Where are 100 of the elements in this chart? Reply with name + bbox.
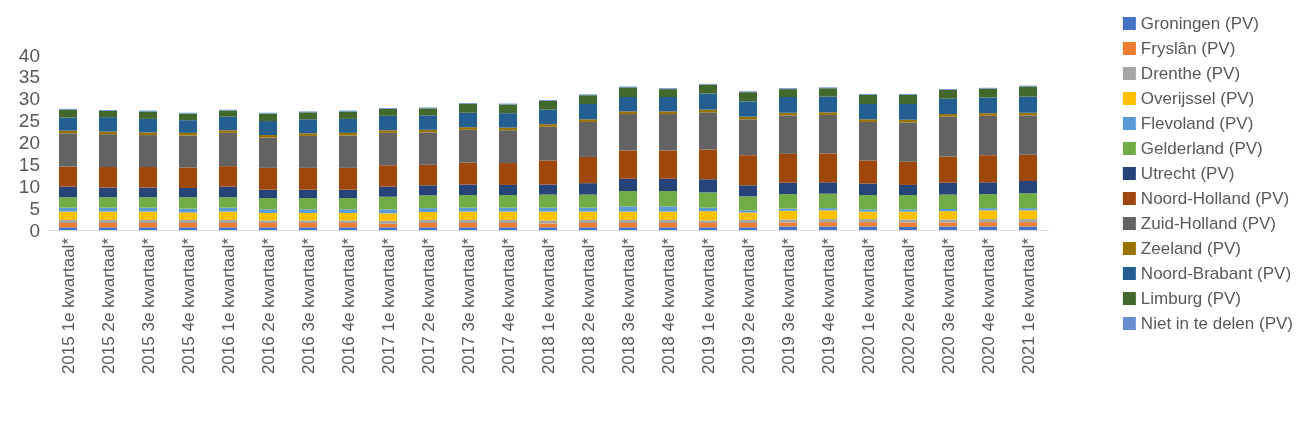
bar	[979, 219, 997, 223]
bar	[699, 149, 717, 180]
bar	[699, 179, 717, 193]
bar	[699, 223, 717, 228]
bar	[779, 182, 797, 195]
bar	[1019, 96, 1037, 113]
bar	[1019, 219, 1037, 223]
bar	[99, 207, 117, 212]
bar	[139, 227, 157, 230]
bar	[259, 209, 277, 213]
bar	[419, 185, 437, 196]
bar	[819, 96, 837, 113]
legend-label: Fryslân (PV)	[1140, 39, 1236, 58]
bar	[899, 211, 917, 220]
bar	[459, 211, 477, 220]
bar	[99, 117, 117, 132]
y-tick-label: 5	[29, 197, 40, 219]
legend-label: Gelderland (PV)	[1140, 139, 1263, 158]
x-tick-label: 2017 3e kwartaal*	[458, 237, 478, 375]
bar	[379, 196, 397, 210]
bar	[619, 219, 637, 223]
bar	[619, 206, 637, 212]
bar	[819, 208, 837, 211]
bar	[499, 104, 517, 114]
bar	[739, 119, 757, 156]
bar	[139, 111, 157, 119]
bar	[459, 162, 477, 185]
x-tick-label: 2019 1e kwartaal*	[698, 237, 718, 375]
bar	[459, 223, 477, 228]
bar	[499, 163, 517, 185]
bar	[459, 127, 477, 130]
bar	[379, 165, 397, 187]
bar	[939, 209, 957, 212]
bar	[539, 220, 557, 224]
bar	[779, 208, 797, 211]
bar	[339, 118, 357, 133]
bar	[859, 183, 877, 195]
bar	[59, 211, 77, 220]
bar	[299, 189, 317, 199]
bar	[859, 195, 877, 210]
bar	[819, 153, 837, 183]
legend-label: Flevoland (PV)	[1140, 114, 1254, 133]
y-tick-label: 20	[18, 132, 40, 153]
bar	[459, 207, 477, 212]
bar	[539, 100, 557, 110]
bar	[339, 135, 357, 168]
bar	[939, 219, 957, 223]
bar	[1019, 193, 1037, 209]
x-tick-label: 2019 2e kwartaal*	[738, 237, 758, 375]
bar	[939, 194, 957, 209]
bar	[539, 124, 557, 127]
bar	[379, 227, 397, 230]
bar	[219, 132, 237, 167]
bar	[139, 118, 157, 133]
bar	[779, 115, 797, 154]
bar	[419, 219, 437, 223]
bar	[659, 114, 677, 151]
bar	[499, 184, 517, 195]
x-tick-label: 2018 4e kwartaal*	[658, 237, 678, 375]
bar	[219, 166, 237, 187]
x-tick-label: 2017 4e kwartaal*	[498, 237, 518, 375]
bar	[579, 194, 597, 208]
bar	[779, 219, 797, 223]
bar	[259, 121, 277, 136]
bar	[619, 227, 637, 230]
bar	[699, 84, 717, 94]
bar	[179, 227, 197, 230]
x-tick-label: 2019 3e kwartaal*	[778, 237, 798, 375]
bar	[139, 167, 157, 188]
bar	[899, 104, 917, 120]
bar	[459, 195, 477, 208]
bar	[99, 211, 117, 220]
bar	[339, 198, 357, 210]
bar	[899, 226, 917, 230]
bar	[59, 133, 77, 167]
x-tick-label: 2017 1e kwartaal*	[378, 237, 398, 375]
bar	[859, 119, 877, 122]
bar	[219, 227, 237, 230]
bar	[219, 110, 237, 117]
bar	[819, 222, 837, 227]
bar	[339, 212, 357, 221]
bar	[859, 104, 877, 120]
bar	[979, 113, 997, 116]
bar	[419, 132, 437, 165]
bar	[979, 115, 997, 156]
legend-label: Zeeland (PV)	[1140, 239, 1242, 258]
bar	[739, 223, 757, 228]
bar	[619, 150, 637, 179]
bar	[219, 207, 237, 212]
bar	[699, 93, 717, 110]
bar	[699, 211, 717, 221]
bar	[579, 95, 597, 104]
bar	[219, 186, 237, 198]
bar	[459, 219, 477, 223]
bar	[619, 114, 637, 151]
bar	[419, 164, 437, 186]
bar	[1019, 154, 1037, 181]
bar	[59, 197, 77, 208]
bar	[419, 108, 437, 116]
bar	[579, 104, 597, 120]
